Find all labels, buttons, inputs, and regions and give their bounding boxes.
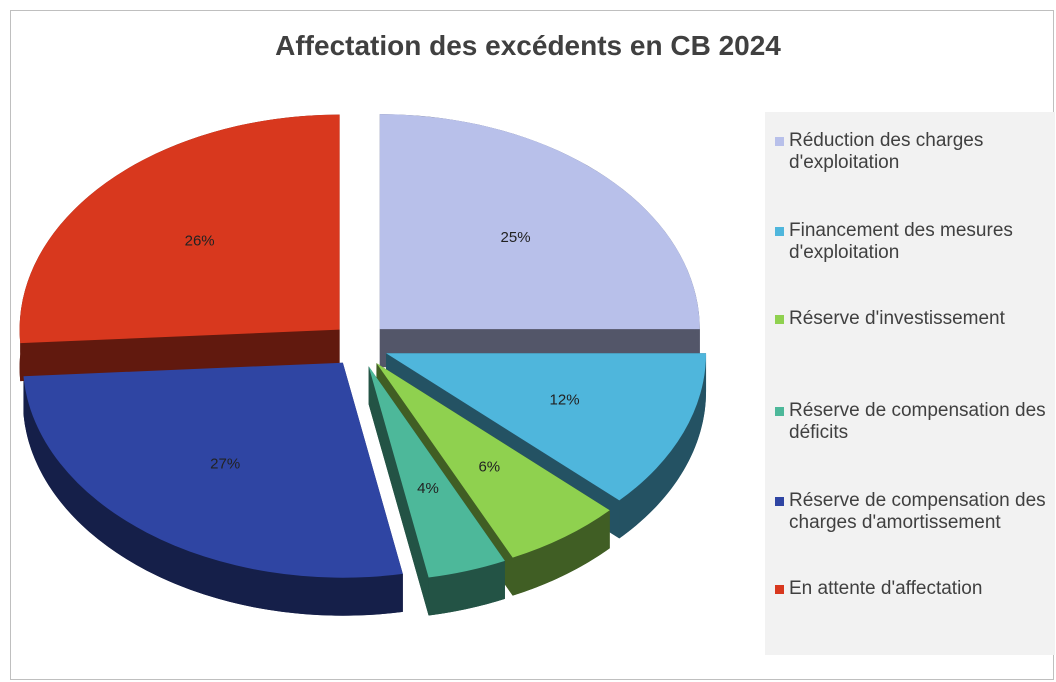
legend-swatch (775, 497, 784, 506)
legend-swatch (775, 315, 784, 324)
legend-swatch (775, 227, 784, 236)
legend-label: Réserve de compensation des déficits (789, 400, 1046, 443)
slice-rim (428, 560, 505, 616)
data-label: 25% (501, 229, 531, 246)
legend-label: Réserve de compensation des charges d'am… (789, 490, 1046, 533)
data-label: 12% (550, 392, 580, 409)
legend-item: En attente d'affectation (775, 578, 1056, 600)
legend-item: Réserve de compensation des déficits (775, 400, 1056, 444)
legend-label: Réserve d'investissement (789, 308, 1005, 329)
slice-edge (368, 366, 429, 616)
slice-rim (512, 510, 610, 596)
chart-title: Affectation des excédents en CB 2024 (275, 30, 781, 61)
legend-item: Réserve d'investissement (775, 308, 1056, 330)
slice-rim (23, 376, 403, 616)
legend-item: Réserve de compensation des charges d'am… (775, 490, 1056, 534)
slice (379, 114, 700, 330)
legend: Réduction des charges d'exploitation Fina… (765, 112, 1055, 655)
slice (23, 362, 403, 578)
legend-label: Financement des mesures d'exploitation (789, 220, 1013, 263)
slice (376, 363, 610, 558)
slice (19, 114, 340, 344)
data-label: 27% (210, 456, 240, 473)
data-label: 26% (185, 232, 215, 249)
slice (386, 353, 707, 501)
legend-label: En attente d'affectation (789, 578, 983, 599)
legend-item: Financement des mesures d'exploitation (775, 220, 1056, 264)
legend-item: Réduction des charges d'exploitation (775, 130, 1056, 174)
legend-swatch (775, 585, 784, 594)
data-label: 6% (478, 458, 500, 475)
slice (368, 366, 505, 578)
legend-swatch (775, 137, 784, 146)
slice-rim (619, 353, 707, 539)
data-label: 4% (417, 480, 439, 497)
legend-label: Réduction des charges d'exploitation (789, 130, 984, 173)
legend-swatch (775, 407, 784, 416)
